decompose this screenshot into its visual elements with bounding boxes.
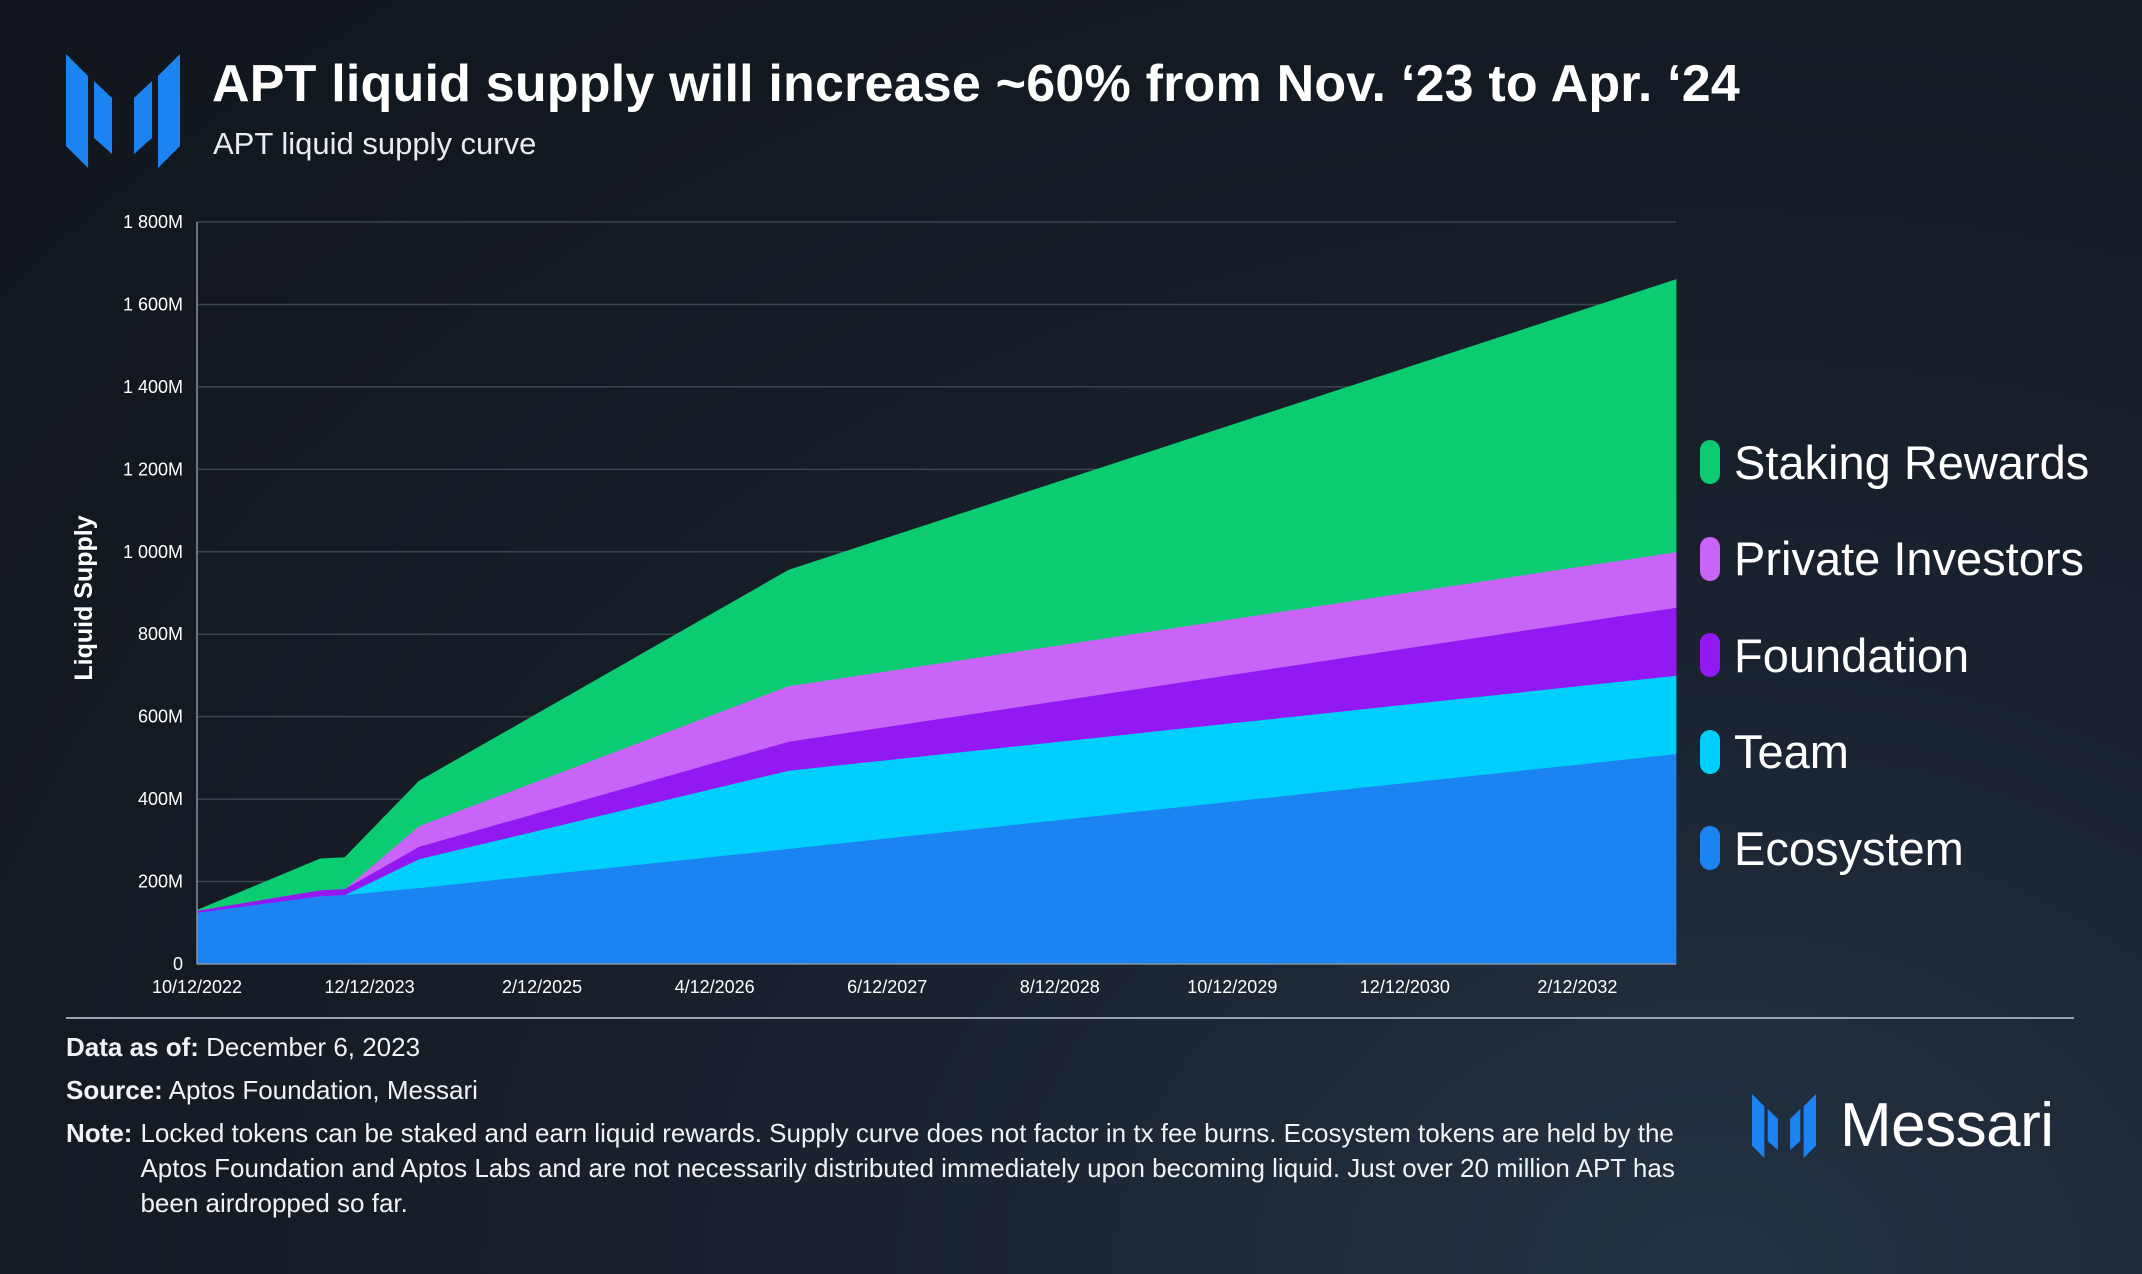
data-as-of-value: December 6, 2023 <box>206 1032 421 1062</box>
x-tick-label: 4/12/2026 <box>675 977 755 997</box>
y-axis-title: Liquid Supply <box>70 515 98 680</box>
legend-label: Staking Rewards <box>1734 435 2090 489</box>
legend-item-team: Team <box>1700 704 2089 801</box>
legend-swatch <box>1700 729 1720 774</box>
x-tick-label: 8/12/2028 <box>1020 977 1100 997</box>
y-tick-label: 600M <box>138 707 183 727</box>
chart-title: APT liquid supply will increase ~60% fro… <box>212 55 1741 113</box>
y-tick-label: 200M <box>138 872 183 892</box>
y-tick-label: 0 <box>173 954 183 974</box>
legend-item-foundation: Foundation <box>1700 607 2089 704</box>
messari-logo-icon <box>1752 1093 1816 1158</box>
legend-label: Team <box>1734 725 1849 779</box>
x-tick-label: 6/12/2027 <box>847 977 927 997</box>
liquid-supply-chart: 0 200M 400M 600M 800M 1 000M 1 200M 1 400M 1 600… <box>70 212 1677 997</box>
legend-swatch <box>1700 440 1720 485</box>
x-tick-label: 12/12/2023 <box>325 977 415 997</box>
footer-divider <box>66 1017 1076 1019</box>
x-tick-label: 10/12/2029 <box>1187 977 1277 997</box>
legend-item-private-investors: Private Investors <box>1700 511 2089 608</box>
chart-legend: Staking Rewards Private Investors Founda… <box>1700 414 2089 897</box>
brand-wordmark: Messari <box>1752 1090 2054 1161</box>
note-label: Note: <box>66 1118 133 1148</box>
legend-label: Private Investors <box>1734 532 2085 586</box>
x-tick-label: 2/12/2025 <box>502 977 582 997</box>
area-staking-rewards <box>196 279 1677 911</box>
legend-swatch <box>1700 536 1720 581</box>
legend-label: Ecosystem <box>1734 821 1964 875</box>
y-tick-label: 800M <box>138 624 183 644</box>
y-tick-label: 1 800M <box>123 212 183 232</box>
x-tick-label: 2/12/2032 <box>1537 977 1617 997</box>
legend-swatch <box>1700 826 1720 871</box>
chart-subtitle: APT liquid supply curve <box>213 126 537 161</box>
source-label: Source: <box>66 1075 163 1105</box>
legend-label: Foundation <box>1734 628 1970 682</box>
note: Note: Locked tokens can be staked and ea… <box>66 1116 1726 1221</box>
y-tick-label: 1 200M <box>123 459 183 479</box>
messari-logo-icon <box>66 54 180 168</box>
y-tick-label: 1 000M <box>123 542 183 562</box>
data-as-of: Data as of: December 6, 2023 <box>66 1030 1726 1065</box>
chart-footer: Data as of: December 6, 2023 Source: Apt… <box>66 1030 1726 1221</box>
footer-divider <box>1076 1017 2074 1019</box>
legend-swatch <box>1700 633 1720 678</box>
y-tick-label: 400M <box>138 789 183 809</box>
data-as-of-label: Data as of: <box>66 1032 199 1062</box>
y-tick-label: 1 400M <box>123 377 183 397</box>
note-text: Locked tokens can be staked and earn liq… <box>140 1118 1675 1218</box>
y-tick-label: 1 600M <box>123 294 183 314</box>
source: Source: Aptos Foundation, Messari <box>66 1073 1726 1108</box>
x-tick-label: 12/12/2030 <box>1360 977 1450 997</box>
source-value: Aptos Foundation, Messari <box>168 1075 478 1105</box>
legend-item-ecosystem: Ecosystem <box>1700 800 2089 897</box>
legend-item-staking-rewards: Staking Rewards <box>1700 414 2089 511</box>
brand-name: Messari <box>1840 1091 2054 1160</box>
x-tick-label: 10/12/2022 <box>152 977 242 997</box>
